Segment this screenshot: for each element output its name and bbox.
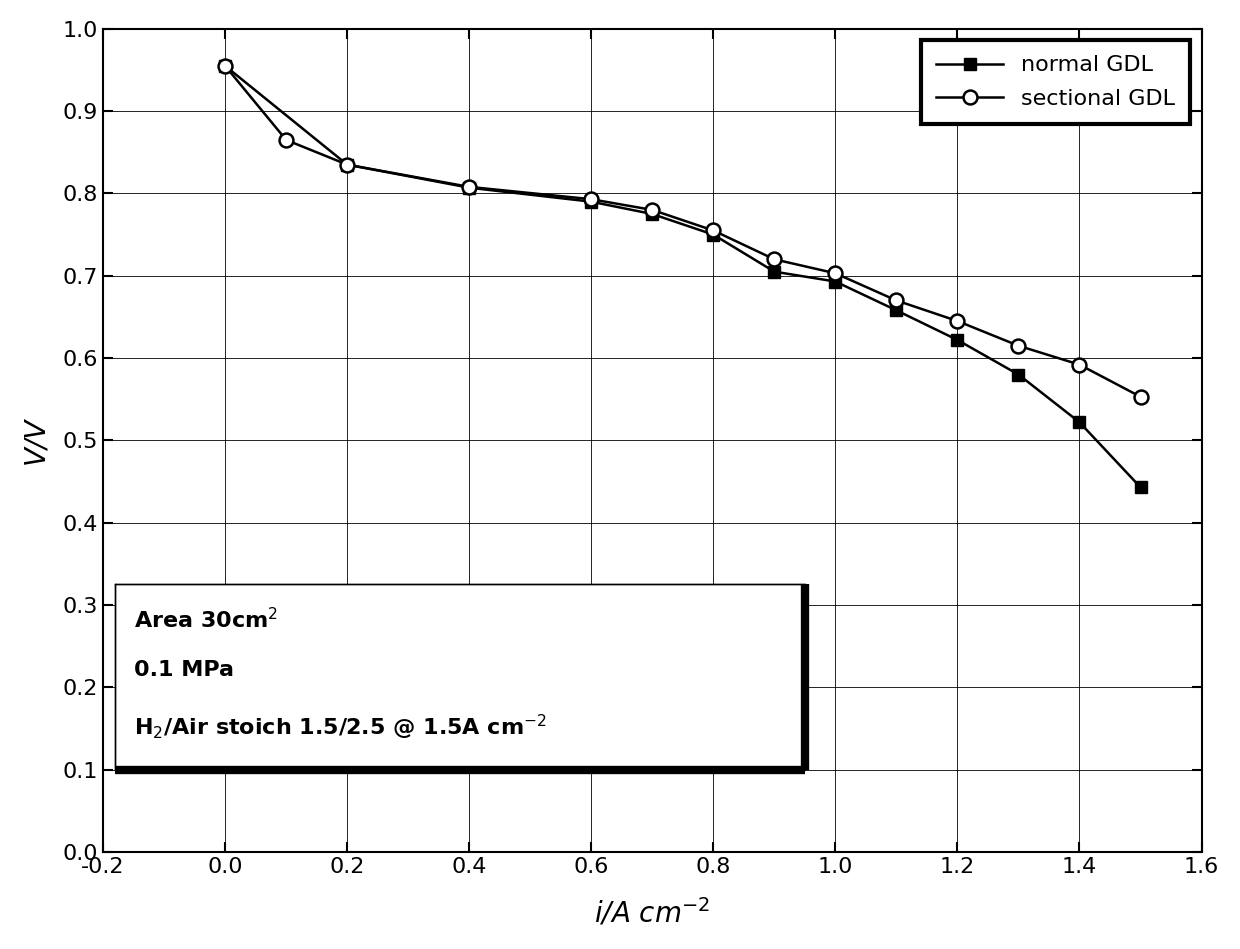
sectional GDL [584, 194, 599, 205]
normal GDL [461, 182, 476, 194]
normal GDL [645, 209, 660, 220]
normal GDL [584, 196, 599, 208]
sectional GDL [645, 204, 660, 215]
sectional GDL [1011, 340, 1025, 351]
normal GDL [1011, 369, 1025, 381]
sectional GDL [706, 225, 720, 236]
X-axis label: i/A cm$^{-2}$: i/A cm$^{-2}$ [594, 896, 711, 928]
sectional GDL [828, 268, 843, 279]
Bar [115, 585, 805, 770]
sectional GDL [1133, 391, 1148, 402]
sectional GDL [766, 253, 781, 265]
Text: H$_2$/Air stoich 1.5/2.5 @ 1.5A cm$^{-2}$: H$_2$/Air stoich 1.5/2.5 @ 1.5A cm$^{-2}… [134, 713, 547, 742]
normal GDL [1133, 482, 1148, 493]
sectional GDL [279, 134, 294, 145]
sectional GDL [950, 315, 965, 326]
normal GDL [828, 276, 843, 288]
Text: Area 30cm$^2$: Area 30cm$^2$ [134, 606, 278, 632]
normal GDL [950, 334, 965, 345]
normal GDL [218, 60, 233, 71]
Y-axis label: V/V: V/V [21, 417, 48, 464]
normal GDL [1073, 417, 1087, 428]
normal GDL [766, 266, 781, 277]
normal GDL [340, 158, 355, 170]
sectional GDL [218, 60, 233, 71]
Line: normal GDL: normal GDL [219, 60, 1147, 493]
Text: 0.1 MPa: 0.1 MPa [134, 660, 233, 679]
sectional GDL [1073, 359, 1087, 370]
Line: sectional GDL: sectional GDL [218, 59, 1147, 403]
normal GDL [706, 229, 720, 240]
sectional GDL [461, 181, 476, 193]
sectional GDL [340, 158, 355, 170]
normal GDL [889, 305, 904, 316]
sectional GDL [889, 295, 904, 307]
Legend: normal GDL, sectional GDL: normal GDL, sectional GDL [921, 40, 1190, 124]
